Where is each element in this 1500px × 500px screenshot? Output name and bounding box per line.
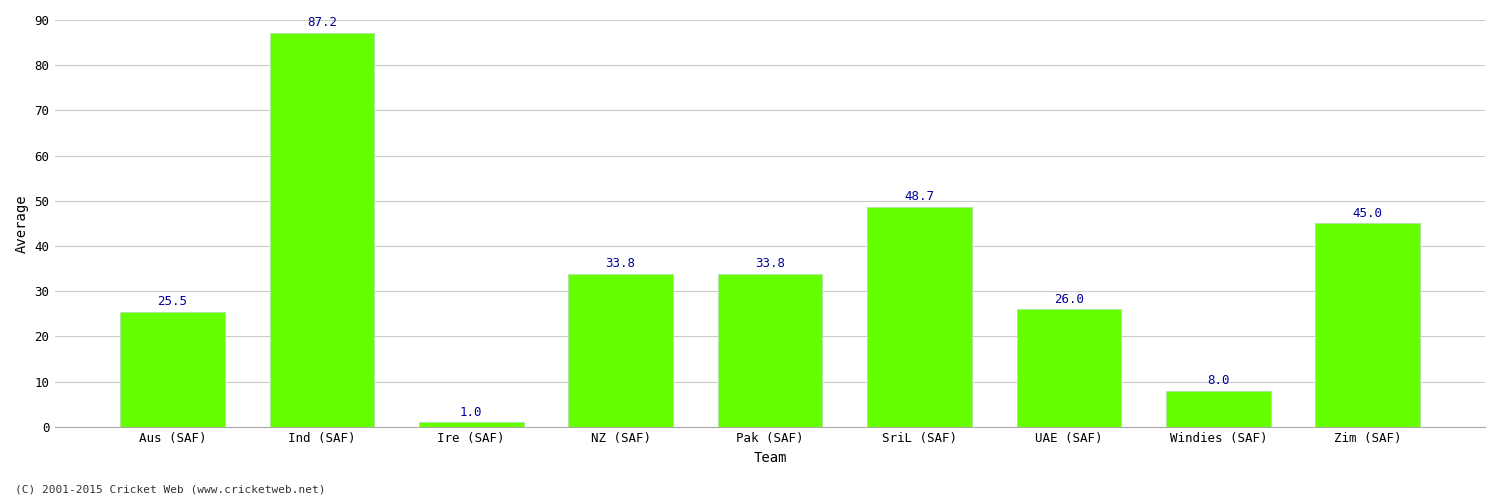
- Y-axis label: Average: Average: [15, 194, 28, 253]
- Bar: [419, 422, 524, 427]
- Bar: [1166, 390, 1270, 427]
- Bar: [568, 274, 674, 427]
- X-axis label: Team: Team: [753, 451, 788, 465]
- Bar: [1316, 224, 1420, 427]
- Bar: [270, 32, 374, 427]
- Text: 33.8: 33.8: [754, 258, 784, 270]
- Text: 48.7: 48.7: [904, 190, 934, 203]
- Text: 45.0: 45.0: [1353, 207, 1383, 220]
- Bar: [120, 312, 225, 427]
- Text: (C) 2001-2015 Cricket Web (www.cricketweb.net): (C) 2001-2015 Cricket Web (www.cricketwe…: [15, 485, 326, 495]
- Text: 1.0: 1.0: [460, 406, 483, 419]
- Text: 26.0: 26.0: [1054, 292, 1084, 306]
- Text: 25.5: 25.5: [158, 295, 188, 308]
- Text: 87.2: 87.2: [308, 16, 338, 29]
- Text: 8.0: 8.0: [1208, 374, 1230, 387]
- Text: 33.8: 33.8: [606, 258, 636, 270]
- Bar: [1017, 310, 1120, 427]
- Bar: [867, 206, 972, 427]
- Bar: [718, 274, 822, 427]
